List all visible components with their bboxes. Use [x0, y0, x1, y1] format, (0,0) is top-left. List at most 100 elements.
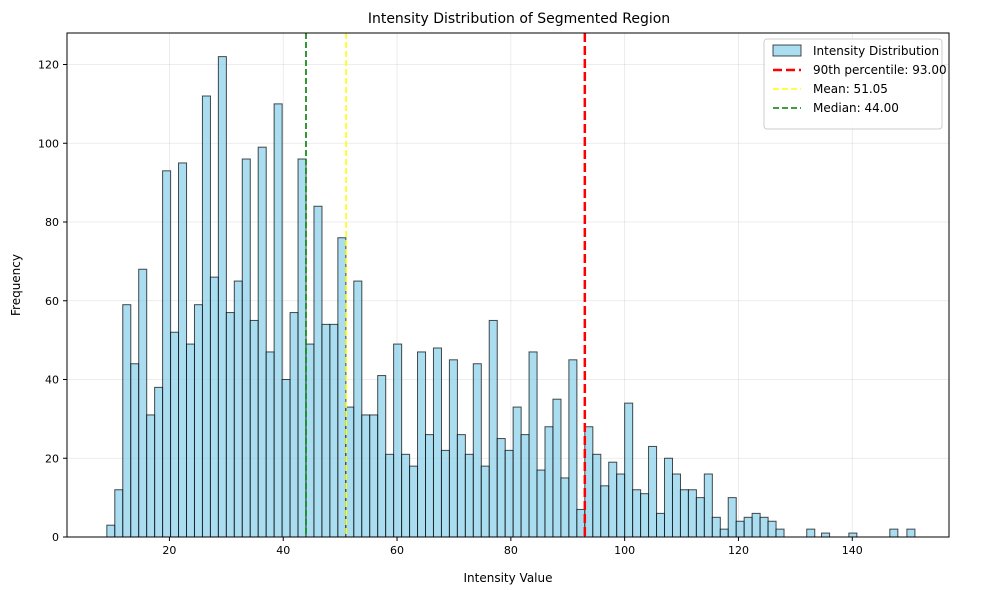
histogram-bar	[544, 426, 554, 538]
histogram-bar	[512, 406, 522, 538]
histogram-bar	[743, 516, 753, 538]
histogram-bar	[560, 477, 570, 538]
histogram-bar	[424, 434, 435, 538]
histogram-bar	[552, 398, 562, 538]
histogram-bar	[337, 237, 347, 538]
histogram-bar	[138, 268, 148, 538]
histogram-bar	[775, 528, 785, 538]
histogram-bar	[122, 304, 132, 538]
x-tick-label: 20	[162, 544, 176, 557]
y-axis-ticks: 0 20 40 60 80 100 120	[38, 59, 67, 544]
histogram-bar	[759, 516, 769, 538]
y-axis-label: Frequency	[9, 254, 23, 316]
histogram-bar	[345, 406, 355, 538]
histogram-bar	[409, 465, 419, 538]
histogram-bar	[289, 312, 299, 538]
histogram-bar	[616, 473, 626, 538]
histogram-bar	[735, 520, 745, 538]
histogram-bar	[146, 414, 156, 538]
legend-label: 90th percentile: 93.00	[813, 63, 947, 77]
histogram-bar	[106, 524, 116, 538]
x-tick-label: 140	[842, 544, 863, 557]
x-tick-label: 100	[614, 544, 635, 557]
chart-title: Intensity Distribution of Segmented Regi…	[368, 11, 670, 27]
legend-swatch	[772, 44, 802, 57]
histogram-bar	[297, 158, 307, 538]
histogram-bar	[241, 158, 251, 538]
histogram-bar	[329, 323, 339, 538]
legend-box	[763, 38, 943, 130]
x-tick-label: 80	[504, 544, 518, 557]
histogram-bar	[130, 363, 140, 538]
histogram-bar	[193, 304, 203, 538]
histogram-bar	[472, 363, 482, 538]
histogram-bar	[265, 351, 275, 538]
histogram-bar	[767, 520, 777, 538]
legend-label: Intensity Distribution	[813, 44, 939, 58]
histogram-bar	[889, 528, 899, 538]
x-tick-label: 120	[728, 544, 749, 557]
histogram-bar	[640, 493, 650, 538]
y-tick-label: 20	[45, 452, 59, 465]
histogram-bar	[632, 489, 642, 538]
histogram-bar	[663, 457, 674, 538]
x-tick-label: 60	[390, 544, 404, 557]
histogram-bar	[719, 528, 729, 538]
histogram-bar	[528, 351, 538, 538]
histogram-bar	[401, 453, 411, 538]
y-tick-label: 120	[38, 59, 59, 72]
histogram-bar	[496, 438, 506, 538]
histogram-bar	[432, 347, 442, 538]
y-tick-label: 40	[45, 374, 59, 387]
histogram-bar	[711, 516, 721, 538]
histogram-bar	[464, 453, 474, 538]
histogram-bar	[600, 485, 610, 538]
histogram-bar	[727, 497, 737, 538]
histogram-bar	[906, 528, 916, 538]
legend-label: Median: 44.00	[813, 101, 899, 115]
y-tick-label: 60	[45, 295, 59, 308]
y-tick-label: 0	[52, 531, 59, 544]
histogram-bar	[568, 359, 578, 538]
histogram-bar	[233, 280, 243, 538]
histogram-bar	[249, 319, 259, 538]
histogram-bar	[170, 331, 180, 538]
histogram-bar	[185, 343, 196, 538]
histogram-bar	[385, 453, 395, 538]
histogram-bar	[154, 386, 164, 538]
histogram-bar	[624, 402, 634, 538]
histogram-bar	[217, 56, 227, 538]
histogram-bar	[488, 319, 498, 538]
histogram-bar	[687, 489, 697, 538]
histogram-bar	[648, 445, 658, 538]
histogram-bar	[695, 497, 705, 538]
reference-lines-group	[305, 33, 587, 537]
histogram-bar	[361, 414, 371, 538]
histogram-bar	[751, 512, 761, 538]
histogram-bar	[821, 532, 831, 538]
histogram-bar	[806, 528, 816, 538]
histogram-bar	[417, 351, 427, 538]
x-axis-ticks: 20 40 60 80 100 120 140	[162, 537, 863, 557]
histogram-bar	[656, 512, 666, 538]
histogram-bar	[377, 375, 387, 538]
x-axis-label: Intensity Value	[464, 571, 553, 585]
legend-label: Mean: 51.05	[813, 82, 888, 96]
histogram-bar	[178, 162, 188, 538]
histogram-bar	[273, 103, 283, 538]
histogram-bar	[313, 205, 323, 538]
histogram-bar	[321, 323, 331, 538]
y-tick-label: 100	[38, 137, 59, 150]
legend: Intensity Distribution 90th percentile: 9…	[763, 38, 947, 130]
histogram-bar	[703, 473, 713, 538]
histogram-bar	[448, 359, 458, 538]
bars-group	[106, 56, 916, 538]
histogram-bar	[440, 449, 450, 538]
plot-frame	[66, 32, 950, 538]
histogram-bar	[520, 434, 530, 538]
histogram-bar	[281, 379, 291, 538]
histogram-bar	[848, 532, 858, 538]
histogram-bar	[592, 453, 602, 538]
histogram-bar	[114, 489, 124, 538]
